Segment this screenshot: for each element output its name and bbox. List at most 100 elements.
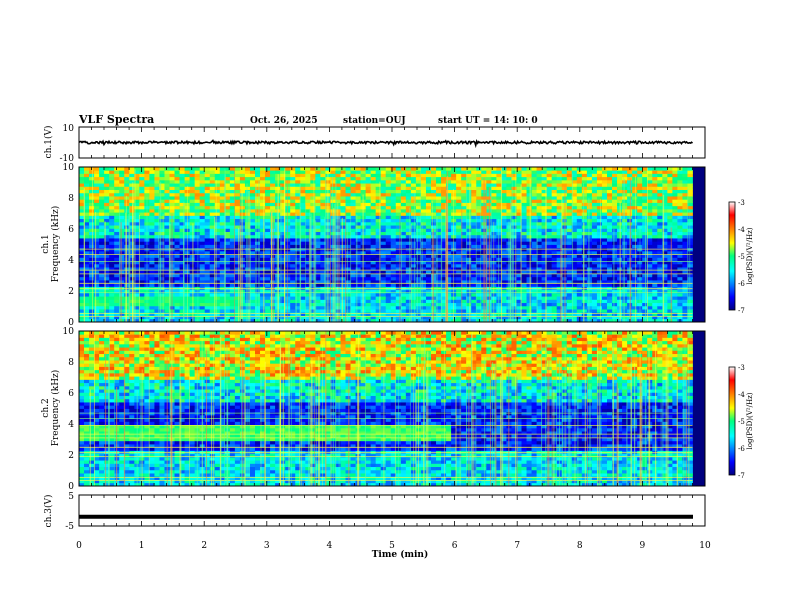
spectrogram-cell (89, 270, 95, 274)
spectrogram-cell (546, 189, 553, 194)
spectrogram-cell (491, 170, 497, 174)
spectrogram-cell (526, 280, 532, 284)
spectrogram-cell (99, 183, 105, 187)
spectrogram-cell (365, 318, 372, 322)
spectrogram-cell (295, 231, 301, 236)
spectrogram-cell (265, 225, 271, 229)
spectrogram-cell (501, 276, 507, 281)
spectrogram-cell (345, 244, 351, 249)
spectrogram-cell (516, 228, 522, 232)
spectrogram-cell (365, 270, 372, 274)
spectrogram-cell (109, 183, 115, 187)
spectrogram-cell (340, 183, 346, 187)
spectrogram-cell (350, 312, 356, 316)
spectrogram-cell (541, 225, 548, 229)
spectrogram-cell (194, 208, 201, 213)
spectrogram-cell (139, 225, 145, 229)
spectrogram-cell (551, 276, 558, 281)
spectrogram-cell (260, 283, 266, 287)
spectrogram-cell (345, 315, 351, 320)
spectrogram-cell (124, 212, 130, 216)
spectrogram-cell (410, 176, 417, 181)
spectrogram-cell (255, 283, 261, 287)
spectrogram-cell (506, 183, 512, 187)
spectrogram-cell (531, 212, 537, 216)
spectrogram-cell (159, 221, 165, 226)
spectrogram-cell (350, 212, 356, 216)
spectrogram-cell (320, 238, 326, 242)
spectrogram-cell (219, 202, 226, 207)
spectrogram-cell (159, 179, 165, 184)
spectrogram-cell (94, 247, 100, 252)
spectrogram-cell (209, 173, 216, 178)
spectrogram-cell (109, 309, 115, 313)
spectrogram-cell (410, 218, 417, 223)
spectrogram-cell (84, 199, 90, 203)
spectrogram-cell (219, 247, 226, 252)
spectrogram-cell (586, 267, 593, 271)
spectrogram-cell (224, 244, 231, 249)
spectrogram-cell (320, 199, 326, 203)
spectrogram-cell (290, 225, 296, 229)
spectrogram-cell (511, 309, 517, 313)
spectrogram-cell (576, 292, 583, 297)
spectrogram-cell (571, 186, 578, 191)
spectrogram-cell (581, 199, 588, 203)
spectrogram-cell (395, 183, 402, 187)
spectrogram-cell (531, 273, 537, 278)
spectrogram-cell (420, 192, 427, 197)
spectrogram-cell (410, 186, 417, 191)
spectrogram-cell (581, 263, 588, 268)
spectrogram-cell (129, 286, 135, 291)
spectrogram-cell (295, 241, 301, 245)
spectrogram-cell (471, 238, 477, 242)
spectrogram-cell (159, 257, 165, 262)
spectrogram-cell (501, 302, 507, 307)
spectrogram-cell (370, 167, 377, 171)
spectrogram-cell (551, 273, 558, 278)
spectrogram-cell (214, 179, 221, 184)
spectrogram-cell (516, 234, 522, 239)
spectrogram-cell (84, 257, 90, 262)
spectrogram-cell (501, 215, 507, 220)
spectrogram-cell (425, 263, 432, 268)
spectrogram-cell (576, 183, 583, 187)
spectrogram-cell (566, 286, 573, 291)
spectrogram-cell (390, 196, 397, 200)
spectrogram-cell (471, 312, 477, 316)
spectrogram-cell (224, 305, 231, 310)
spectrogram-cell (536, 231, 543, 236)
spectrogram-cell (139, 202, 145, 207)
spectrogram-cell (94, 208, 100, 213)
spectrogram-cell (310, 247, 316, 252)
spectrogram-cell (149, 257, 155, 262)
spectrogram-cell (129, 250, 135, 255)
spectrogram-cell (420, 186, 427, 191)
spectrogram-cell (89, 189, 95, 194)
spectrogram-cell (255, 299, 261, 304)
spectrogram-cell (290, 170, 296, 174)
spectrogram-cell (79, 312, 85, 316)
spectrogram-cell (119, 208, 125, 213)
spectrogram-cell (159, 218, 165, 223)
spectrogram-cell (164, 309, 170, 313)
spectrogram-cell (436, 170, 442, 174)
spectrogram-cell (395, 186, 402, 191)
spectrogram-cell (330, 280, 336, 284)
spectrogram-cell (234, 312, 241, 316)
spectrogram-cell (204, 186, 211, 191)
spectrogram-cell (551, 267, 558, 271)
spectrogram-cell (134, 302, 140, 307)
spectrogram-cell (219, 289, 226, 294)
spectrogram-cell (315, 189, 321, 194)
spectrogram-cell (229, 196, 236, 200)
spectrogram-cell (571, 305, 578, 310)
spectrogram-cell (189, 202, 196, 207)
spectrogram-cell (199, 280, 206, 284)
spectrogram-cell (174, 283, 180, 287)
spectrogram-cell (380, 196, 387, 200)
spectrogram-cell (516, 302, 522, 307)
spectrogram-cell (581, 286, 588, 291)
spectrogram-cell (586, 231, 593, 236)
spectrogram-cell (415, 173, 422, 178)
